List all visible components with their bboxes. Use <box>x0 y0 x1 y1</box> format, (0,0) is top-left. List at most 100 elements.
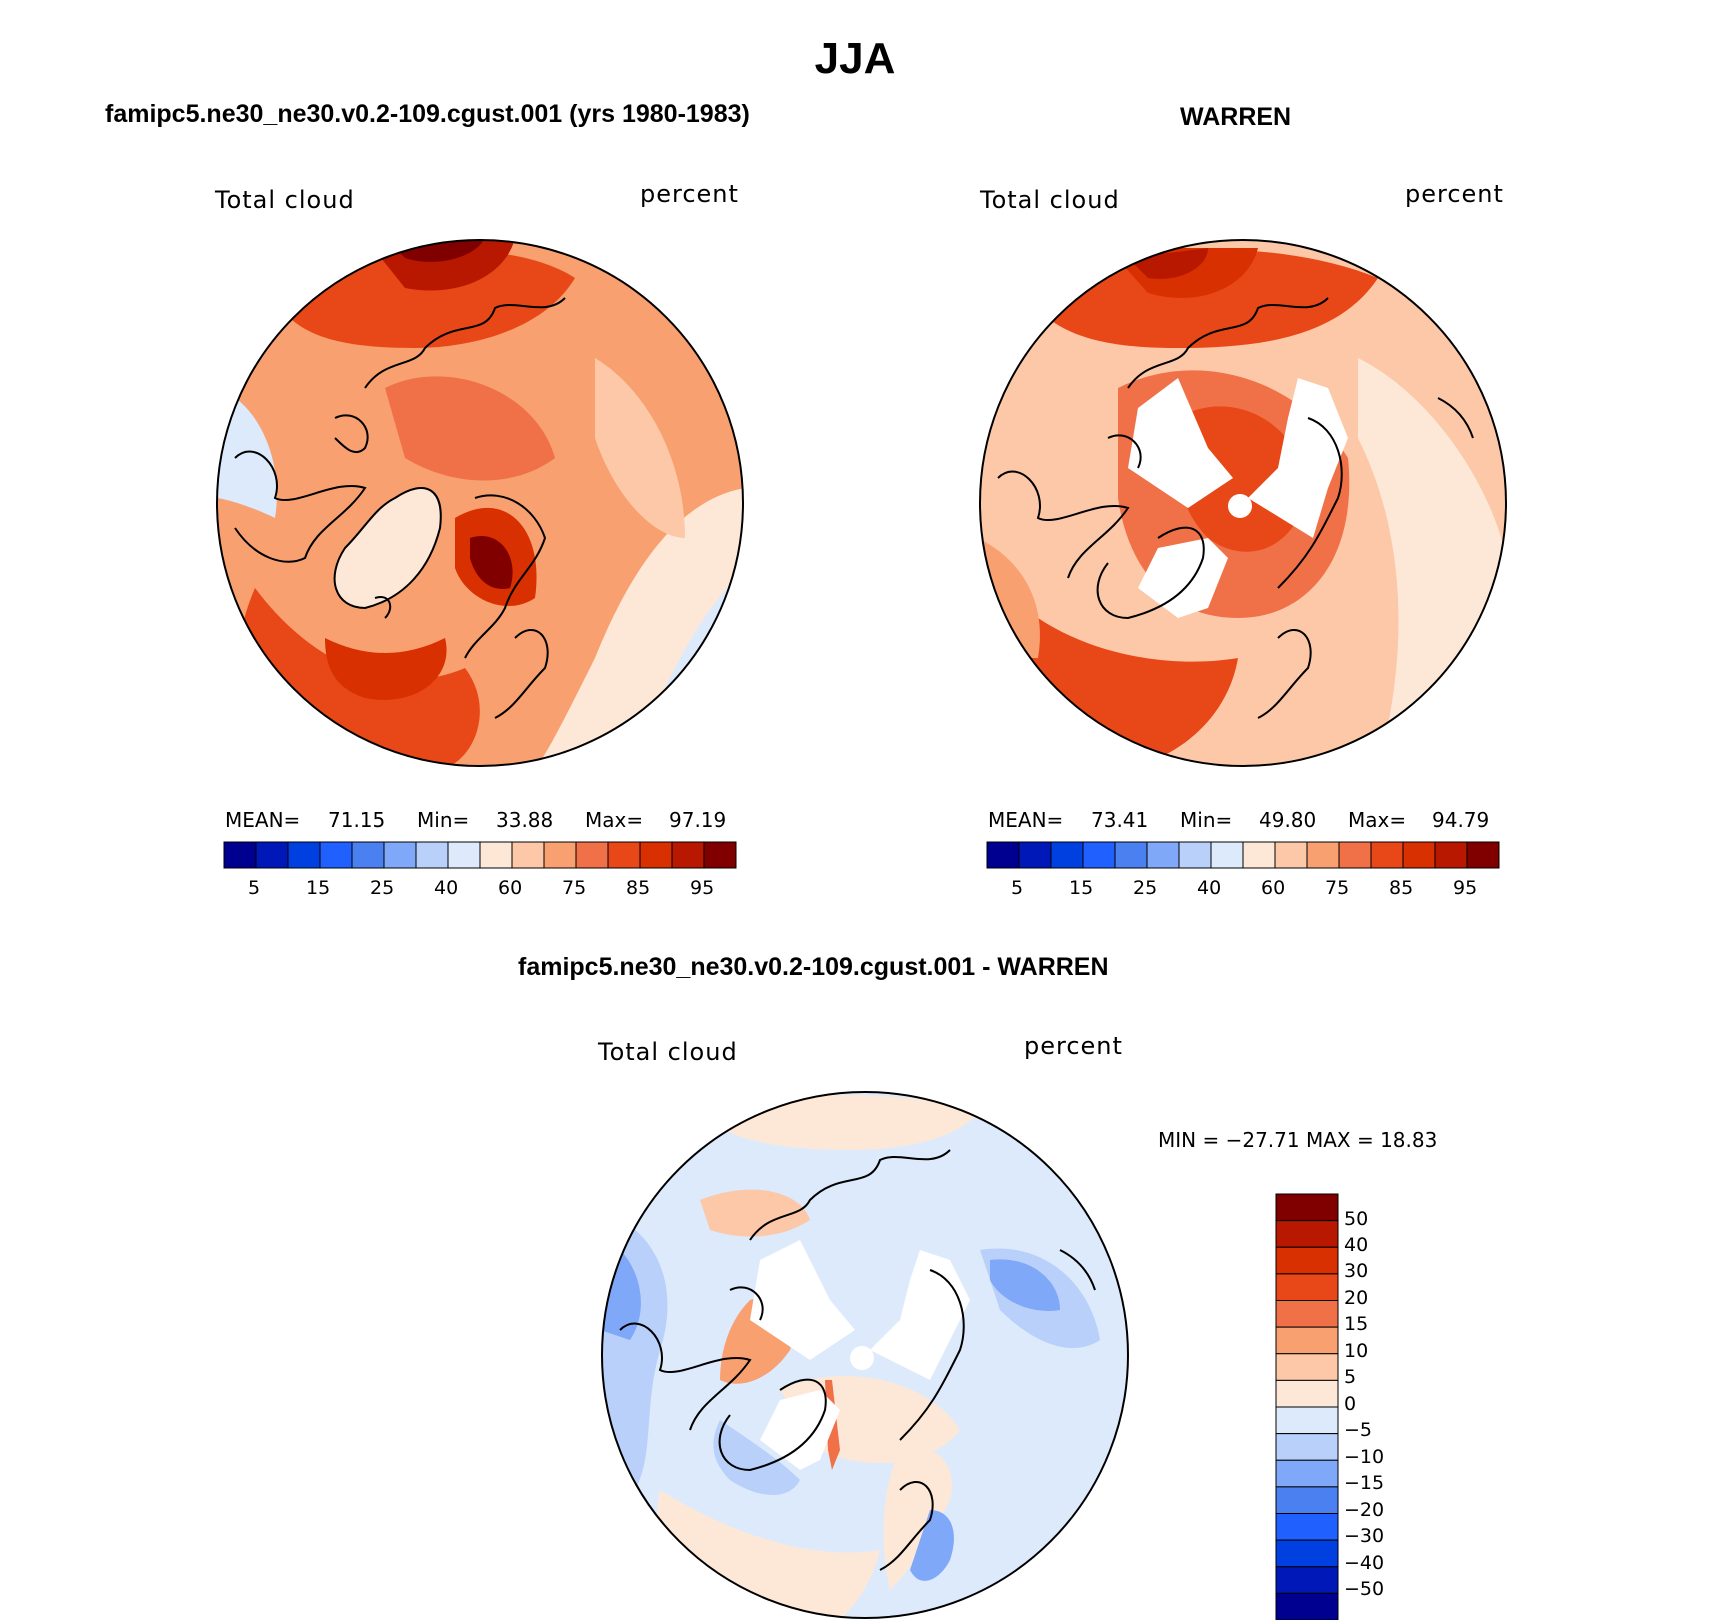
model-max-value: 97.19 <box>669 808 727 832</box>
model-max-label: Max= <box>585 808 644 832</box>
colorbar-swatch <box>1434 841 1468 869</box>
model-mean-label: MEAN= <box>225 808 301 832</box>
colorbar-swatch <box>1275 1379 1339 1408</box>
diff-colorbar-label: −40 <box>1344 1552 1385 1574</box>
obs-min-value: 49.80 <box>1259 808 1317 832</box>
obs-mean-value: 73.41 <box>1091 808 1149 832</box>
colorbar-swatch <box>1275 1273 1339 1302</box>
colorbar-swatch <box>1018 841 1052 869</box>
diff-colorbar-label: 10 <box>1344 1340 1369 1362</box>
colorbar-swatch <box>319 841 353 869</box>
model-colorbar-label: 5 <box>248 877 261 899</box>
colorbar-swatch <box>479 841 513 869</box>
colorbar-swatch <box>1275 1220 1339 1248</box>
diff-minmax-text: MIN = −27.71 MAX = 18.83 <box>1158 1128 1438 1152</box>
colorbar-swatch <box>1275 1486 1339 1515</box>
colorbar-swatch <box>415 841 449 869</box>
obs-colorbar-label: 75 <box>1325 877 1350 899</box>
obs-colorbar-label: 15 <box>1069 877 1094 899</box>
diff-colorbar-label: 20 <box>1344 1287 1369 1309</box>
colorbar-swatch <box>1275 1433 1339 1461</box>
diff-colorbar-label: 15 <box>1344 1313 1369 1335</box>
colorbar-swatch <box>1275 1592 1339 1620</box>
colorbar-swatch <box>511 841 545 869</box>
colorbar-swatch <box>1275 1513 1339 1541</box>
diff-colorbar-label: −10 <box>1344 1446 1385 1468</box>
diff-colorbar-label: −15 <box>1344 1472 1385 1494</box>
colorbar-swatch <box>986 841 1020 869</box>
model-colorbar-label: 95 <box>690 877 715 899</box>
colorbar-swatch <box>1210 841 1244 869</box>
colorbar-swatch <box>575 841 609 869</box>
obs-colorbar-label: 25 <box>1133 877 1158 899</box>
model-mean-value: 71.15 <box>328 808 386 832</box>
colorbar-swatch <box>1274 841 1308 869</box>
obs-max-value: 94.79 <box>1432 808 1490 832</box>
figure-title: JJA <box>814 34 896 83</box>
colorbar-swatch <box>1338 841 1372 869</box>
model-colorbar-label: 15 <box>306 877 331 899</box>
colorbar-swatch <box>1370 841 1404 869</box>
model-colorbar <box>223 841 737 869</box>
obs-mean-label: MEAN= <box>988 808 1064 832</box>
model-colorbar-label: 25 <box>370 877 395 899</box>
colorbar-swatch <box>543 841 577 869</box>
diff-colorbar-label: −30 <box>1344 1525 1385 1547</box>
colorbar-swatch <box>1275 1300 1339 1328</box>
colorbar-swatch <box>607 841 641 869</box>
diff-case-title: famipc5.ne30_ne30.v0.2-109.cgust.001 - W… <box>518 953 1109 981</box>
colorbar-swatch <box>1275 1539 1339 1568</box>
colorbar-swatch <box>1466 841 1500 869</box>
colorbar-swatch <box>255 841 289 869</box>
diff-colorbar-label: 40 <box>1344 1234 1369 1256</box>
model-colorbar-label: 40 <box>434 877 459 899</box>
colorbar-swatch <box>639 841 673 869</box>
colorbar-swatch <box>1306 841 1340 869</box>
colorbar-swatch <box>223 841 257 869</box>
colorbar-swatch <box>1275 1406 1339 1435</box>
colorbar-swatch <box>671 841 705 869</box>
colorbar-swatch <box>383 841 417 869</box>
colorbar-swatch <box>1275 1566 1339 1594</box>
model-variable-label: Total cloud <box>215 186 355 214</box>
model-colorbar-label: 85 <box>626 877 651 899</box>
diff-colorbar-label: 5 <box>1344 1366 1357 1388</box>
colorbar-swatch <box>1082 841 1116 869</box>
colorbar-swatch <box>1275 1326 1339 1355</box>
colorbar-swatch <box>1275 1353 1339 1381</box>
colorbar-swatch <box>1242 841 1276 869</box>
diff-variable-label: Total cloud <box>598 1038 738 1066</box>
diff-colorbar-label: 0 <box>1344 1393 1357 1415</box>
colorbar-swatch <box>1178 841 1212 869</box>
colorbar-swatch <box>1275 1246 1339 1275</box>
diff-colorbar <box>1275 1193 1339 1620</box>
model-colorbar-label: 60 <box>498 877 523 899</box>
model-polar-map <box>216 239 744 767</box>
model-min-value: 33.88 <box>496 808 554 832</box>
obs-colorbar-label: 40 <box>1197 877 1222 899</box>
obs-colorbar-label: 95 <box>1453 877 1478 899</box>
obs-max-label: Max= <box>1348 808 1407 832</box>
model-units-label: percent <box>640 180 739 208</box>
colorbar-swatch <box>351 841 385 869</box>
colorbar-swatch <box>1114 841 1148 869</box>
diff-colorbar-label: 50 <box>1344 1208 1369 1230</box>
obs-min-label: Min= <box>1180 808 1233 832</box>
model-colorbar-label: 75 <box>562 877 587 899</box>
diff-polar-map <box>601 1091 1129 1619</box>
colorbar-swatch <box>1050 841 1084 869</box>
diff-colorbar-label: −20 <box>1344 1499 1385 1521</box>
obs-colorbar-label: 85 <box>1389 877 1414 899</box>
obs-colorbar-label: 60 <box>1261 877 1286 899</box>
colorbar-swatch <box>1402 841 1436 869</box>
colorbar-swatch <box>1275 1193 1339 1222</box>
diff-units-label: percent <box>1024 1032 1123 1060</box>
diff-colorbar-label: −50 <box>1344 1578 1385 1600</box>
colorbar-swatch <box>447 841 481 869</box>
colorbar-swatch <box>1275 1459 1339 1488</box>
obs-polar-map <box>979 239 1507 767</box>
colorbar-swatch <box>703 841 737 869</box>
colorbar-swatch <box>1146 841 1180 869</box>
model-case-title: famipc5.ne30_ne30.v0.2-109.cgust.001 (yr… <box>105 100 750 128</box>
obs-colorbar <box>986 841 1500 869</box>
